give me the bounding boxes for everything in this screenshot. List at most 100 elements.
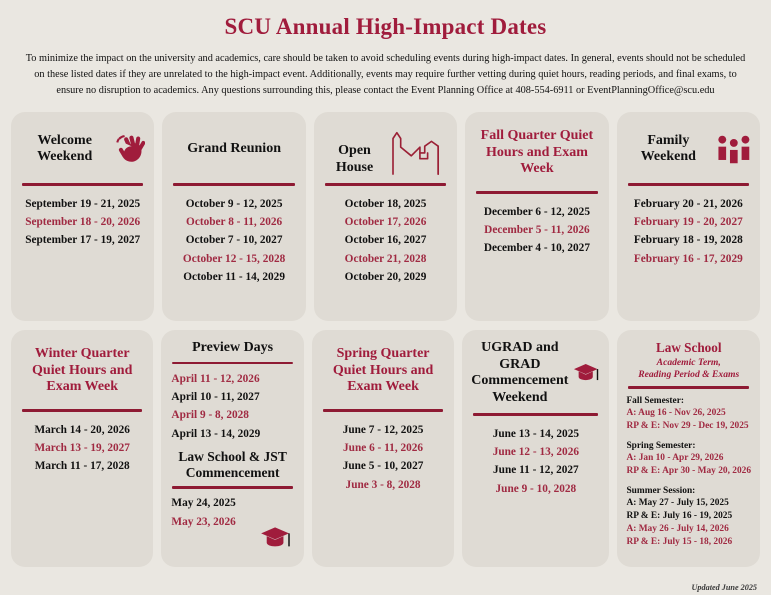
divider [172,486,293,489]
law-date-line: A: May 26 - July 14, 2026 [626,523,729,534]
date-item: December 4 - 10, 2027 [483,242,590,255]
card-title: Winter Quarter Quiet Hours and Exam Week [32,346,133,395]
date-item: October 9 - 12, 2025 [185,197,283,210]
title-with-icon: UGRAD and GRAD Commencement Weekend [471,340,600,406]
date-item: April 10 - 11, 2027 [171,390,260,403]
law-date-line: A: May 27 - July 15, 2025 [626,498,729,509]
law-date-line: A: Aug 16 - Nov 26, 2025 [626,408,726,419]
card-welcome-weekend[interactable]: Welcome Weekend September 19 - 21, 2025 … [11,112,155,322]
date-item: October 20, 2029 [344,270,427,283]
card-fall-quarter-quiet-hours[interactable]: Fall Quarter Quiet Hours and Exam Week D… [465,112,609,322]
divider [473,413,599,417]
law-group-label: Summer Session: [626,485,696,496]
date-item: September 18 - 20, 2026 [25,215,141,228]
divider [476,191,598,195]
date-item: February 16 - 17, 2029 [633,252,743,265]
divider [22,409,143,413]
date-item: October 18, 2025 [344,197,427,210]
date-item: June 11 - 12, 2027 [493,464,579,477]
card-winter-quarter-quiet-hours[interactable]: Winter Quarter Quiet Hours and Exam Week… [11,330,154,568]
date-item: June 12 - 13, 2026 [492,446,580,459]
subsection-title-law-jst-commencement: Law School & JST Commencement [178,449,287,481]
law-date-line: A: Jan 10 - Apr 29, 2026 [626,453,724,464]
card-spring-quarter-quiet-hours[interactable]: Spring Quarter Quiet Hours and Exam Week… [311,330,455,568]
cards-row-2: Winter Quarter Quiet Hours and Exam Week… [6,330,765,568]
card-header: Fall Quarter Quiet Hours and Exam Week [474,122,599,184]
divider [324,183,447,187]
date-item: March 14 - 20, 2026 [34,423,130,436]
date-item: February 18 - 19, 2028 [633,234,743,247]
header: SCU Annual High-Impact Dates To minimize… [6,0,765,99]
card-law-school[interactable]: Law School Academic Term, Reading Period… [617,330,761,568]
divider [22,183,144,187]
dates-list: September 19 - 21, 2025 September 18 - 2… [20,195,145,250]
card-title: Law School [655,340,722,356]
date-item: April 13 - 14, 2029 [171,427,261,440]
date-item: June 7 - 12, 2025 [342,423,424,436]
law-group-summer: Summer Session: A: May 27 - July 15, 202… [626,485,751,548]
building-skyline-icon [388,126,448,176]
card-header: Open House [323,122,448,176]
card-title: Spring Quarter Quiet Hours and Exam Week [332,346,434,395]
page-title: SCU Annual High-Impact Dates [224,14,547,39]
card-title: Open House [335,143,374,175]
divider [173,183,295,187]
dates-list: June 13 - 14, 2025 June 12 - 13, 2026 Ju… [471,425,600,498]
date-item: December 6 - 12, 2025 [483,205,590,218]
date-item: October 16, 2027 [344,234,427,247]
dates-list: April 11 - 12, 2026 April 10 - 11, 2027 … [170,370,294,443]
subsection-dates-list: May 24, 2025 May 23, 2026 [170,495,294,532]
dates-list: December 6 - 12, 2025 December 5 - 11, 2… [474,203,599,258]
card-preview-days[interactable]: Preview Days April 11 - 12, 2026 April 1… [161,330,304,568]
card-header: Family Weekend [626,122,751,176]
card-title: Grand Reunion [187,140,281,156]
card-title: Preview Days [192,340,274,356]
card-header: UGRAD and GRAD Commencement Weekend [471,340,600,406]
divider [172,361,293,365]
law-group-spring: Spring Semester: A: Jan 10 - Apr 29, 202… [626,440,751,478]
law-date-line: RP & E: Apr 30 - May 20, 2026 [626,466,752,477]
date-item: October 11 - 14, 2029 [183,270,285,283]
law-date-line: RP & E: Nov 29 - Dec 19, 2025 [626,421,749,432]
dates-list: February 20 - 21, 2026 February 19 - 20,… [626,195,751,268]
card-ugrad-grad-commencement[interactable]: UGRAD and GRAD Commencement Weekend [462,330,610,568]
law-date-line: RP & E: July 15 - 18, 2026 [626,536,733,547]
date-item: March 13 - 19, 2027 [34,441,130,454]
card-title: Family Weekend [640,132,696,165]
law-group-label: Spring Semester: [626,440,696,451]
intro-paragraph: To minimize the impact on the university… [25,53,746,97]
card-header: Welcome Weekend [20,122,146,176]
date-item: June 3 - 8, 2028 [345,478,421,491]
law-date-line: RP & E: July 16 - 19, 2025 [626,511,733,522]
divider [628,386,750,389]
date-item: June 6 - 11, 2026 [343,441,424,454]
family-people-icon [717,134,751,164]
card-subtitle-line-2: Reading Period & Exams [638,369,740,381]
date-item: October 12 - 15, 2028 [182,252,286,265]
card-open-house[interactable]: Open House October 18, 2025 October 17, … [313,112,458,322]
graduation-cap-icon [260,525,292,551]
date-item: May 24, 2025 [171,497,236,510]
date-item: October 17, 2026 [344,215,427,228]
date-item: February 20 - 21, 2026 [633,197,743,210]
cards-row-1: Welcome Weekend September 19 - 21, 2025 … [6,112,765,322]
card-subtitle-line-1: Academic Term, [656,356,721,368]
dates-list: March 14 - 20, 2026 March 13 - 19, 2027 … [20,421,144,476]
dates-list: October 9 - 12, 2025 October 8 - 11, 202… [171,195,296,286]
date-item: April 11 - 12, 2026 [171,372,260,385]
date-item: March 11 - 17, 2028 [34,460,130,473]
law-group-label: Fall Semester: [626,395,684,406]
date-item: June 13 - 14, 2025 [492,427,580,440]
card-grand-reunion[interactable]: Grand Reunion October 9 - 12, 2025 Octob… [162,112,306,322]
divider [322,409,444,413]
divider [627,183,750,187]
card-family-weekend[interactable]: Family Weekend [616,112,761,322]
law-group-fall: Fall Semester: A: Aug 16 - Nov 26, 2025 … [626,395,751,433]
card-title: UGRAD and GRAD Commencement Weekend [471,340,569,405]
date-item: October 8 - 11, 2026 [186,215,283,228]
card-header: Winter Quarter Quiet Hours and Exam Week [20,340,144,402]
updated-footer: Updated June 2025 [691,583,758,592]
graduation-cap-icon [573,362,600,384]
dates-list: October 18, 2025 October 17, 2026 Octobe… [323,195,448,286]
